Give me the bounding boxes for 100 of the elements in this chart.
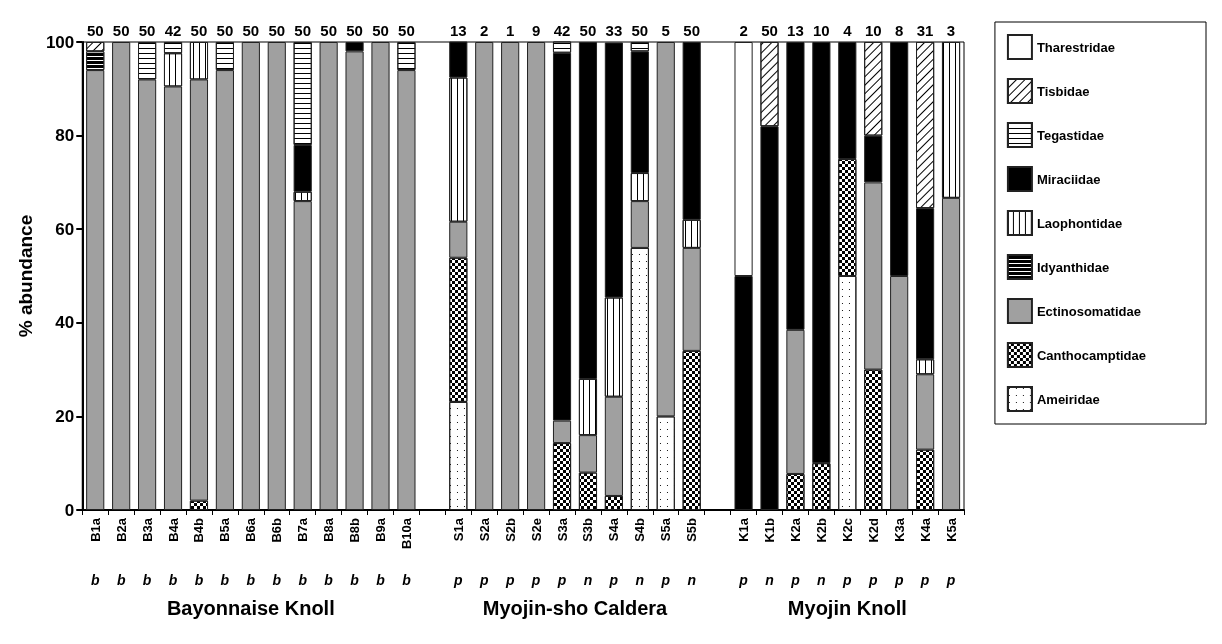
annotation: 42: [164, 21, 182, 39]
text: n: [583, 572, 593, 588]
text: b: [142, 572, 152, 588]
x-tick-label: S3a: [554, 517, 570, 542]
text: p: [738, 572, 749, 588]
x-tick-label: B4a: [165, 517, 181, 542]
text: p: [945, 572, 956, 588]
annotation: 50: [346, 21, 363, 39]
x-tick-label: S2e: [528, 518, 544, 542]
text: b: [90, 572, 100, 588]
annotation: 50: [320, 21, 337, 39]
text: p: [919, 572, 930, 588]
text: b: [324, 572, 334, 588]
annotation: 2: [739, 21, 748, 39]
bar: [112, 42, 131, 510]
text: p: [842, 572, 853, 588]
annotation: 13: [449, 21, 467, 39]
annotation: 8: [894, 21, 904, 39]
annotation: 50: [683, 21, 701, 39]
y-tick-label: 0: [64, 500, 75, 520]
text: p: [660, 572, 671, 588]
x-tick-label: K4a: [917, 517, 933, 542]
bar: [241, 42, 260, 510]
text: b: [350, 572, 360, 588]
legend-label: Ectinosomatidae: [1036, 303, 1141, 319]
x-tick-label: S5a: [658, 517, 674, 542]
annotation: 13: [787, 21, 804, 39]
x-tick-label: K1a: [736, 517, 752, 542]
bar: [527, 42, 546, 510]
y-tick-label: 60: [55, 219, 75, 239]
x-tick-label: B2a: [113, 517, 129, 542]
x-tick-label: K2a: [787, 517, 803, 542]
text: p: [608, 572, 619, 588]
text: p: [867, 572, 878, 588]
annotation: 50: [761, 21, 778, 39]
y-tick-label: 40: [55, 313, 75, 333]
annotation: 2: [480, 21, 489, 39]
text: Bayonnaise Knoll: [166, 597, 335, 619]
annotation: 10: [813, 21, 830, 39]
annotation: 50: [579, 21, 597, 39]
annotation: 50: [242, 21, 260, 39]
x-tick-label: S4b: [632, 517, 648, 542]
x-tick-label: B3a: [139, 517, 155, 542]
text: n: [817, 572, 826, 588]
text: p: [790, 572, 801, 588]
x-tick-label: B5a: [217, 517, 233, 542]
text: p: [556, 572, 567, 588]
x-tick-label: K2d: [865, 517, 881, 543]
text: b: [116, 572, 126, 588]
x-tick-label: K3a: [891, 517, 907, 542]
text: Myojin Knoll: [787, 597, 907, 619]
annotation: 50: [216, 21, 234, 39]
text: b: [194, 572, 204, 588]
x-tick-label: K5a: [943, 517, 959, 542]
annotation: 50: [398, 21, 415, 39]
annotation: 4: [843, 21, 853, 39]
text: b: [402, 572, 412, 588]
legend-label: Tegastidae: [1036, 127, 1104, 143]
text: p: [504, 572, 515, 588]
legend-label: Tisbidae: [1036, 83, 1090, 99]
annotation: 50: [138, 21, 156, 39]
text: p: [453, 572, 464, 588]
annotation: 10: [864, 21, 882, 39]
y-axis-title: % abundance: [15, 214, 36, 338]
legend-label: Miraciidae: [1036, 171, 1101, 187]
annotation: 50: [86, 21, 104, 39]
x-tick-label: S2b: [502, 517, 518, 542]
x-tick-label: K2b: [813, 517, 829, 543]
annotation: 50: [631, 21, 649, 39]
annotation: 42: [553, 21, 571, 39]
text: p: [893, 572, 904, 588]
y-tick-label: 20: [55, 406, 75, 426]
legend-label: Canthocamptidae: [1036, 347, 1147, 363]
x-tick-label: S5b: [684, 517, 700, 542]
annotation: 31: [916, 21, 934, 39]
text: n: [635, 572, 645, 588]
annotation: 50: [372, 21, 389, 39]
legend-label: Ameiridae: [1036, 391, 1100, 407]
annotation: 50: [190, 21, 208, 39]
text: Myojin-sho Caldera: [482, 597, 669, 619]
x-tick-label: K1b: [762, 517, 777, 543]
x-tick-label: S2a: [476, 517, 492, 542]
x-tick-label: B9a: [373, 517, 388, 542]
y-tick-label: 100: [45, 32, 75, 52]
bar: [319, 42, 338, 510]
annotation: 1: [505, 21, 515, 39]
text: b: [168, 572, 178, 588]
x-tick-label: B4b: [191, 517, 207, 543]
bar: [371, 42, 390, 510]
annotation: 50: [268, 21, 286, 39]
x-tick-label: B6b: [269, 517, 285, 543]
bar: [501, 42, 520, 510]
text: p: [530, 572, 541, 588]
text: b: [272, 572, 282, 588]
text: b: [220, 572, 230, 588]
text: b: [376, 572, 386, 588]
annotation: 9: [531, 21, 541, 39]
annotation: 50: [112, 21, 130, 39]
x-tick-label: S1a: [450, 517, 466, 542]
text: n: [765, 572, 774, 588]
